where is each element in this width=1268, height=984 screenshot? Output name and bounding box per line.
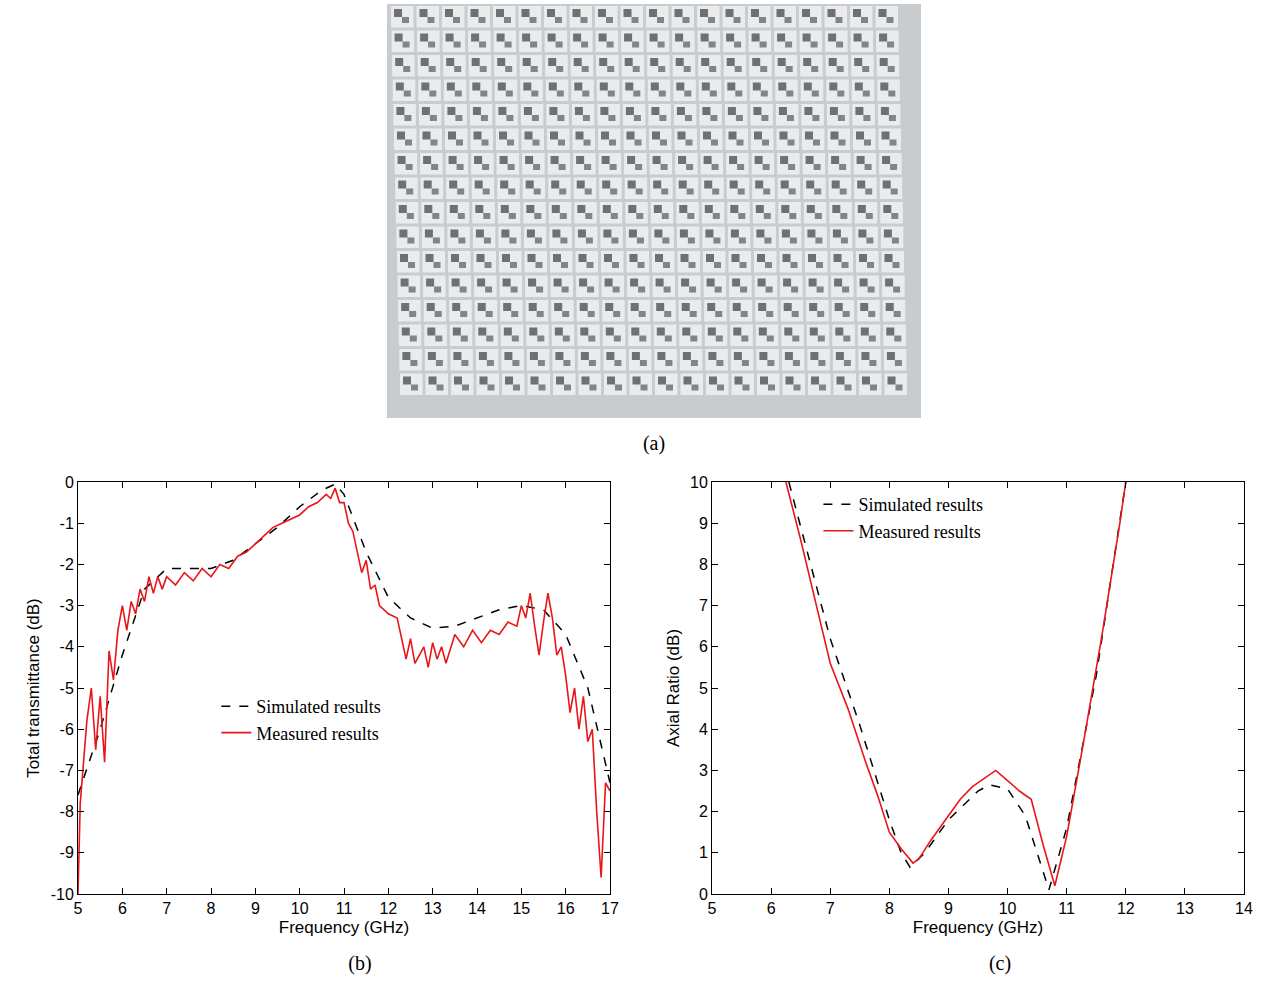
svg-text:8: 8 [885,900,894,917]
html-text:(c): (c) [988,952,1012,974]
svg-text:6: 6 [118,900,127,917]
svg-text:3: 3 [699,762,708,779]
svg-text:15: 15 [512,900,530,917]
svg-text:Measured results: Measured results [256,724,378,744]
svg-text:-3: -3 [60,597,74,614]
svg-text:Frequency (GHz): Frequency (GHz) [913,918,1043,937]
svg-text:5: 5 [699,680,708,697]
svg-text:-4: -4 [60,638,74,655]
svg-text:6: 6 [767,900,776,917]
svg-text:12: 12 [1117,900,1135,917]
svg-text:7: 7 [162,900,171,917]
svg-text:0: 0 [699,886,708,903]
svg-text:10: 10 [690,474,708,491]
svg-text:-1: -1 [60,515,74,532]
svg-text:-7: -7 [60,762,74,779]
svg-text:10: 10 [291,900,309,917]
svg-text:13: 13 [424,900,442,917]
svg-text:5: 5 [708,900,717,917]
svg-text:11: 11 [336,900,353,917]
svg-text:Axial Ratio (dB): Axial Ratio (dB) [664,629,683,747]
svg-text:4: 4 [699,721,708,738]
html-text:(a): (a) [642,432,666,454]
svg-text:-5: -5 [60,680,74,697]
svg-text:5: 5 [74,900,83,917]
svg-text:9: 9 [251,900,260,917]
svg-text:Simulated results: Simulated results [858,495,983,515]
svg-text:7: 7 [699,597,708,614]
svg-text:Total transmittance (dB): Total transmittance (dB) [24,598,43,778]
svg-text:9: 9 [699,515,708,532]
svg-text:11: 11 [1058,900,1075,917]
svg-text:17: 17 [601,900,619,917]
html-text:(b): (b) [348,952,372,974]
svg-text:13: 13 [1176,900,1194,917]
svg-text:-2: -2 [60,556,74,573]
svg-text:0: 0 [65,474,74,491]
svg-text:9: 9 [944,900,953,917]
svg-text:-8: -8 [60,803,74,820]
svg-text:7: 7 [826,900,835,917]
svg-text:Simulated results: Simulated results [256,697,381,717]
svg-text:-6: -6 [60,721,74,738]
svg-text:8: 8 [207,900,216,917]
svg-text:2: 2 [699,803,708,820]
svg-text:10: 10 [999,900,1017,917]
svg-text:1: 1 [699,844,708,861]
svg-text:Frequency (GHz): Frequency (GHz) [279,918,409,937]
svg-text:16: 16 [557,900,575,917]
svg-text:12: 12 [379,900,397,917]
svg-text:8: 8 [699,556,708,573]
svg-text:14: 14 [468,900,486,917]
svg-text:-10: -10 [51,886,74,903]
svg-text:Measured results: Measured results [858,522,980,542]
svg-text:-9: -9 [60,844,74,861]
svg-text:6: 6 [699,638,708,655]
svg-text:14: 14 [1235,900,1253,917]
